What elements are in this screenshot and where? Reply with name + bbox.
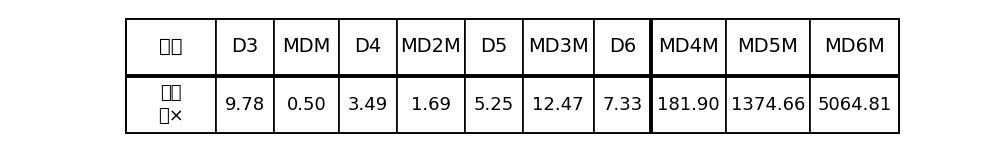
Text: 5.25: 5.25 xyxy=(474,96,514,114)
Text: （×: （× xyxy=(158,107,184,125)
Text: MD6M: MD6M xyxy=(824,37,885,56)
Text: 3.49: 3.49 xyxy=(348,96,388,114)
Bar xyxy=(339,18,397,76)
Bar xyxy=(810,18,900,76)
Bar xyxy=(594,18,651,76)
Bar xyxy=(651,18,726,76)
Bar xyxy=(465,18,523,76)
Text: D6: D6 xyxy=(609,37,636,56)
Bar xyxy=(216,76,274,134)
Text: 1374.66: 1374.66 xyxy=(731,96,805,114)
Text: MDM: MDM xyxy=(282,37,331,56)
Bar xyxy=(726,76,810,134)
Bar xyxy=(465,76,523,134)
Bar xyxy=(397,76,465,134)
Text: D5: D5 xyxy=(480,37,507,56)
Text: 7.33: 7.33 xyxy=(602,96,642,114)
Text: MD2M: MD2M xyxy=(401,37,461,56)
Bar xyxy=(651,76,726,134)
Bar xyxy=(125,18,216,76)
Text: 181.90: 181.90 xyxy=(657,96,720,114)
Bar xyxy=(397,18,465,76)
Text: MD5M: MD5M xyxy=(737,37,798,56)
Bar xyxy=(523,18,594,76)
Text: D3: D3 xyxy=(231,37,259,56)
Text: 1.69: 1.69 xyxy=(411,96,451,114)
Text: 组分: 组分 xyxy=(159,37,182,56)
Bar xyxy=(216,18,274,76)
Text: MD3M: MD3M xyxy=(528,37,588,56)
Text: 5064.81: 5064.81 xyxy=(818,96,892,114)
Bar xyxy=(339,76,397,134)
Bar xyxy=(125,76,216,134)
Text: 9.78: 9.78 xyxy=(225,96,265,114)
Text: D4: D4 xyxy=(354,37,382,56)
Bar xyxy=(810,76,900,134)
Bar xyxy=(726,18,810,76)
Bar xyxy=(274,18,339,76)
Text: 12.47: 12.47 xyxy=(532,96,584,114)
Bar xyxy=(594,76,651,134)
Bar xyxy=(274,76,339,134)
Text: 含量: 含量 xyxy=(160,84,181,102)
Text: 0.50: 0.50 xyxy=(287,96,326,114)
Text: MD4M: MD4M xyxy=(658,37,719,56)
Bar xyxy=(523,76,594,134)
